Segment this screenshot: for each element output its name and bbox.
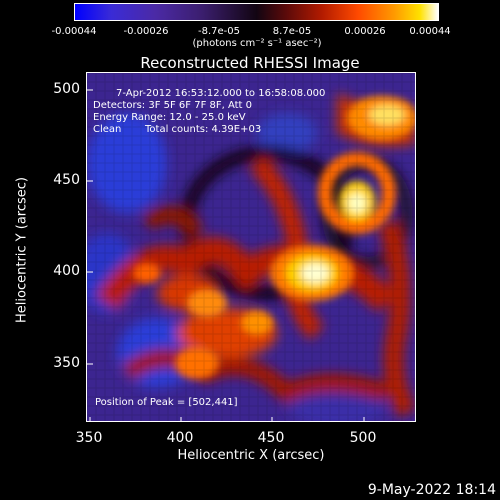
colorbar-label: 0.00026 [344,26,386,37]
pixel-grid [87,73,415,421]
colorbar [74,3,439,21]
plot-title: Reconstructed RHESSI Image [140,54,360,72]
colorbar-unit: (photons cm⁻² s⁻¹ asec⁻²) [192,38,322,49]
total-counts-text: Total counts: 4.39E+03 [145,124,262,135]
x-tick-label: 400 [166,430,194,446]
y-axis-label: Heliocentric Y (arcsec) [14,177,30,323]
y-tick-label: 400 [53,263,80,279]
rhessi-image [87,73,415,421]
x-tick-label: 450 [257,430,285,446]
colorbar-label: 8.7e-05 [272,26,312,37]
x-tick-label: 500 [349,430,377,446]
peak-position-text: Position of Peak = [502,441] [95,397,238,408]
plot-timestamp: 9-May-2022 18:14 [367,482,496,498]
tick-marks [87,89,365,421]
algorithm-text: Clean [93,124,122,135]
energy-range-text: Energy Range: 12.0 - 25.0 keV [93,112,246,123]
colorbar-label: -8.7e-05 [198,26,240,37]
colorbar-label: 0.00044 [409,26,451,37]
time-range-text: 7-Apr-2012 16:53:12.000 to 16:58:08.000 [116,88,326,99]
x-tick-label: 350 [75,430,103,446]
x-axis-label: Heliocentric X (arcsec) [177,448,325,463]
y-tick-label: 500 [53,81,80,97]
y-tick-label: 350 [53,355,80,371]
colorbar-label: -0.00026 [123,26,169,37]
image-plot [86,72,416,422]
colorbar-label: -0.00044 [51,26,97,37]
detectors-text: Detectors: 3F 5F 6F 7F 8F, Att 0 [93,100,253,111]
y-tick-label: 450 [53,172,80,188]
